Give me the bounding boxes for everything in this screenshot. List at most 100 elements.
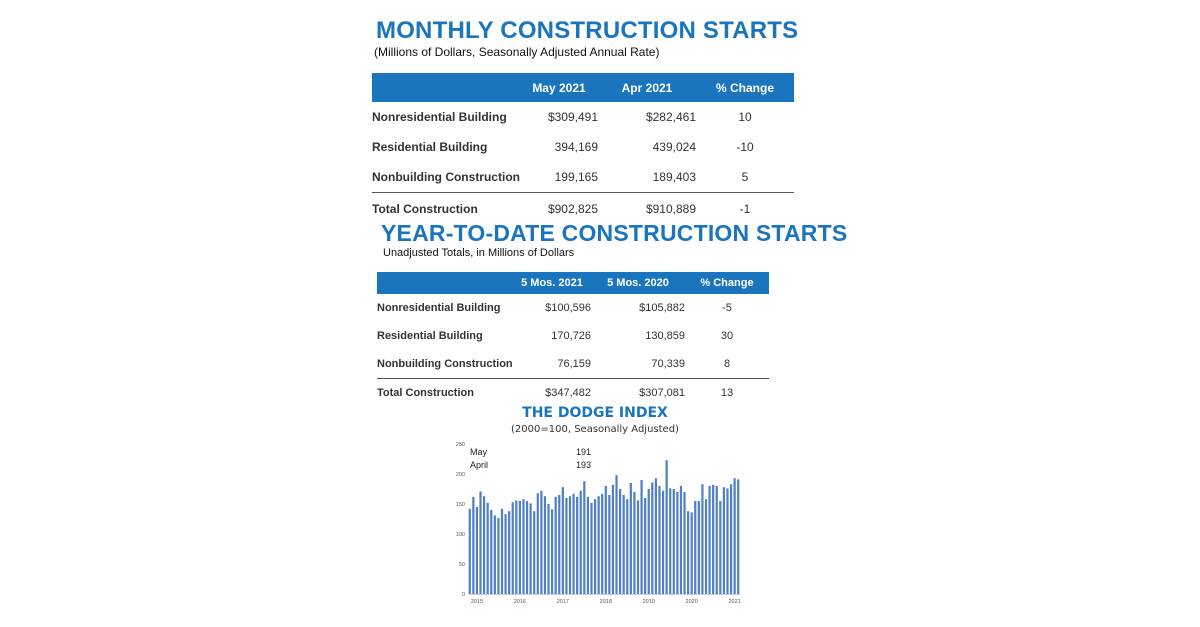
annotation-may-value: 191 <box>576 447 591 457</box>
bar <box>597 496 600 594</box>
annotation-april-value: 193 <box>576 460 591 470</box>
bar <box>604 486 607 594</box>
row-value-b: $282,461 <box>645 110 696 124</box>
chart-subtitle: (2000=100, Seasonally Adjusted) <box>511 424 679 435</box>
bar <box>561 487 564 594</box>
header-pct: % Change <box>685 272 769 294</box>
bar <box>687 511 690 594</box>
bar <box>543 496 547 594</box>
bar <box>608 495 611 594</box>
header-label <box>377 272 513 294</box>
x-tick-label: 2016 <box>514 599 526 605</box>
bar <box>719 501 722 594</box>
row-value-b: 70,339 <box>651 358 685 370</box>
bar <box>676 492 679 594</box>
header-pct: % Change <box>696 73 794 102</box>
bar <box>554 496 557 594</box>
x-tick-label: 2017 <box>557 599 569 605</box>
chart-title: THE DODGE INDEX <box>522 405 668 421</box>
annotation-april-label: April <box>470 460 488 470</box>
y-tick-label: 200 <box>456 472 465 478</box>
bar <box>511 502 514 594</box>
row-value-b: $910,889 <box>598 192 696 225</box>
bar <box>615 475 618 594</box>
table-row: Residential Building 170,726 130,859 30 <box>377 322 769 350</box>
bar <box>479 491 482 594</box>
dodge-index-chart: 0 50 100 150 200 250 2015 2016 2017 2018 2019 2020… <box>456 442 741 605</box>
header-col-2: 5 Mos. 2020 <box>591 272 685 294</box>
bar <box>500 508 504 594</box>
table-row: Nonresidential Building $309,491 $282,46… <box>372 102 794 132</box>
row-label: Total Construction <box>372 192 520 225</box>
bar <box>697 501 700 594</box>
bar <box>701 484 704 594</box>
row-value-a: 76,159 <box>557 358 591 370</box>
row-value-a: $902,825 <box>520 192 598 225</box>
bar <box>472 496 475 594</box>
bar <box>733 478 736 594</box>
bar <box>576 496 579 594</box>
bar <box>683 492 686 594</box>
x-axis: 2015 2016 2017 2018 2019 2020 2021 <box>468 594 741 605</box>
row-value-a: 394,169 <box>554 140 598 154</box>
bar <box>647 489 650 594</box>
bar <box>593 499 597 594</box>
bar <box>708 486 711 594</box>
x-tick-label: 2020 <box>686 599 698 605</box>
monthly-subtitle: (Millions of Dollars, Seasonally Adjuste… <box>374 45 660 59</box>
bar <box>611 484 615 594</box>
row-value-b: 439,024 <box>652 140 696 154</box>
bar <box>640 480 643 594</box>
bar <box>579 490 582 594</box>
row-value-a: 170,726 <box>551 330 591 342</box>
header-col-1: May 2021 <box>520 73 598 102</box>
ytd-table: 5 Mos. 2021 5 Mos. 2020 % Change Nonresi… <box>377 272 769 407</box>
bar <box>729 484 733 594</box>
bar <box>644 498 647 594</box>
row-label: Residential Building <box>377 330 483 342</box>
row-pct: 30 <box>720 330 734 342</box>
monthly-table: May 2021 Apr 2021 % Change Nonresidentia… <box>372 73 794 225</box>
row-value-a: 199,165 <box>554 170 598 184</box>
row-pct: 8 <box>723 358 731 370</box>
table-row: Residential Building 394,169 439,024 -10 <box>372 132 794 162</box>
bar <box>468 508 471 594</box>
bar <box>572 493 575 594</box>
bar <box>665 460 668 594</box>
bar <box>601 493 604 594</box>
bar <box>636 500 640 594</box>
row-pct: 13 <box>685 378 769 407</box>
bar <box>551 509 554 594</box>
table-header-row: May 2021 Apr 2021 % Change <box>372 73 794 102</box>
chart-annotation: May 191 April 193 <box>470 447 591 470</box>
header-col-1: 5 Mos. 2021 <box>513 272 591 294</box>
table-row-total: Total Construction $902,825 $910,889 -1 <box>372 192 794 225</box>
bar <box>712 484 715 594</box>
x-tick-label: 2021 <box>729 599 741 605</box>
bar <box>568 496 572 594</box>
bar <box>522 499 525 594</box>
table-row: Nonresidential Building $100,596 $105,88… <box>377 294 769 322</box>
annotation-may-label: May <box>470 447 488 457</box>
bar <box>586 496 590 594</box>
bar <box>508 511 511 594</box>
ytd-title: YEAR-TO-DATE CONSTRUCTION STARTS <box>381 220 848 246</box>
x-tick-label: 2019 <box>643 599 655 605</box>
y-tick-label: 0 <box>462 592 465 598</box>
row-pct: 5 <box>741 170 749 184</box>
row-label: Nonbuilding Construction <box>372 170 520 184</box>
row-label: Total Construction <box>377 378 513 407</box>
bar <box>504 514 507 594</box>
monthly-title: MONTHLY CONSTRUCTION STARTS <box>376 17 799 44</box>
row-pct: -1 <box>696 192 794 225</box>
ytd-subtitle: Unadjusted Totals, in Millions of Dollar… <box>383 247 575 259</box>
header-col-2: Apr 2021 <box>598 73 696 102</box>
y-tick-label: 100 <box>456 532 465 538</box>
bar <box>658 486 661 594</box>
bar <box>679 486 683 594</box>
bar <box>529 503 532 594</box>
row-label: Residential Building <box>372 140 488 154</box>
bar <box>518 501 522 594</box>
bar <box>486 502 489 594</box>
y-tick-label: 150 <box>456 502 465 508</box>
